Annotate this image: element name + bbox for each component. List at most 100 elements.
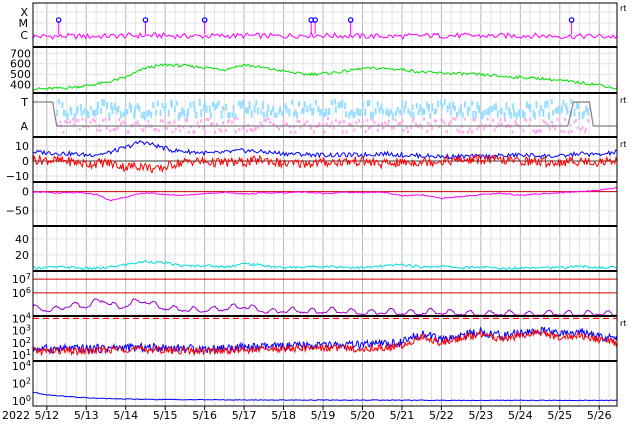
plot-frame — [32, 2, 618, 407]
y-tick-label: 100 — [12, 394, 31, 408]
sector-sample-T — [396, 106, 399, 113]
sector-sample-T — [239, 101, 242, 109]
y-tick-label: −10 — [6, 170, 29, 183]
flare-event-marker — [201, 17, 208, 23]
sector-sample-A — [181, 125, 184, 129]
sector-sample-A — [124, 121, 126, 125]
sector-sample-A — [480, 123, 483, 127]
sector-sample-A — [288, 125, 291, 129]
sector-sample-A — [338, 121, 341, 125]
sector-sample-A — [257, 125, 260, 129]
sector-sample-A — [499, 118, 502, 122]
sector-sample-T — [460, 104, 462, 112]
sector-sample-T — [515, 112, 518, 120]
sector-sample-A — [386, 123, 389, 126]
sector-sample-T — [103, 99, 106, 107]
sector-sample-A — [108, 118, 111, 121]
sector-sample-A — [495, 125, 498, 129]
sector-sample-A — [286, 122, 288, 126]
sector-sample-T — [372, 112, 375, 119]
sector-sample-T — [111, 107, 114, 115]
sector-sample-A — [500, 122, 503, 126]
y-tick-label: 500 — [10, 68, 31, 81]
sector-sample-T — [476, 101, 479, 110]
sector-sample-A — [186, 119, 189, 123]
sector-sample-A — [59, 120, 62, 124]
sector-sample-A — [203, 130, 206, 134]
sector-sample-A — [341, 130, 344, 134]
sector-sample-A — [360, 125, 363, 129]
sector-sample-T — [181, 107, 184, 115]
y-tick-label: −50 — [6, 205, 29, 218]
sector-sample-A — [89, 120, 92, 124]
sector-sample-A — [269, 121, 272, 124]
sector-sample-T — [325, 108, 327, 116]
axis-labels: 5/12 5/13 5/14 5/15 5/16 5/17 5/18 5/19 5/20 5/21… — [6, 4, 627, 422]
sector-sample-T — [566, 107, 569, 115]
sector-sample-T — [535, 100, 538, 108]
y-tick-label: 20 — [15, 249, 29, 262]
sector-sample-T — [466, 107, 469, 116]
sector-sample-T — [560, 105, 563, 114]
x-axis-tick-label: 5/25 — [547, 409, 572, 422]
sector-sample-A — [220, 129, 223, 133]
sector-sample-A — [548, 127, 551, 130]
sector-sample-T — [150, 111, 153, 119]
sector-sample-T — [215, 103, 218, 109]
sector-sample-A — [474, 118, 476, 122]
sector-sample-T — [519, 109, 522, 117]
sector-sample-T — [100, 107, 102, 114]
flare-event-marker — [568, 17, 575, 23]
sector-sample-A — [431, 126, 434, 130]
sector-sample-A — [371, 118, 374, 122]
sector-sample-A — [137, 123, 140, 127]
sector-sample-T — [378, 107, 381, 114]
x-axis-tick-label: 5/14 — [113, 409, 138, 422]
sector-sample-T — [404, 100, 407, 108]
sector-sample-A — [387, 119, 390, 123]
sector-sample-T — [403, 106, 406, 114]
sector-sample-A — [505, 125, 508, 129]
sector-sample-A — [394, 118, 397, 122]
sector-sample-A — [167, 121, 170, 125]
sector-sample-A — [355, 121, 358, 124]
sector-sample-T — [256, 107, 259, 115]
x-axis-tick-label: 5/22 — [429, 409, 454, 422]
sector-sample-T — [443, 99, 446, 106]
sector-sample-T — [358, 108, 361, 116]
sector-sample-T — [152, 102, 155, 108]
sector-sample-A — [564, 118, 567, 121]
sector-sample-T — [146, 110, 149, 117]
sector-sample-A — [104, 117, 107, 121]
sector-sample-A — [163, 126, 166, 130]
sector-sample-A — [546, 123, 549, 127]
sector-sample-T — [423, 108, 426, 116]
sector-sample-T — [92, 110, 94, 116]
sector-sample-T — [110, 102, 113, 110]
sector-sample-T — [86, 110, 88, 118]
sector-sample-A — [556, 118, 559, 122]
sector-sample-A — [118, 118, 121, 122]
sector-sample-A — [430, 123, 433, 127]
sector-sample-A — [427, 121, 430, 125]
sector-sample-T — [558, 107, 561, 115]
sector-sample-A — [296, 119, 299, 123]
sector-sample-A — [551, 120, 554, 124]
x-axis-tick-label: 5/16 — [192, 409, 217, 422]
sector-sample-T — [113, 103, 116, 110]
sector-sample-A — [539, 129, 542, 133]
sector-sample-A — [519, 125, 522, 129]
sector-sample-A — [202, 126, 205, 130]
sector-sample-T — [159, 109, 162, 116]
x-axis-year-label: 2022 — [2, 409, 30, 422]
sector-sample-A — [310, 126, 313, 130]
y-tick-label: 102 — [12, 377, 31, 391]
sector-sample-T — [208, 105, 211, 113]
sector-sample-A — [211, 122, 214, 126]
sector-sample-A — [99, 129, 102, 133]
sector-sample-T — [512, 103, 515, 110]
sector-sample-A — [405, 126, 408, 130]
sector-sample-A — [469, 127, 472, 131]
sector-sample-A — [376, 128, 379, 132]
sector-sample-T — [255, 99, 258, 106]
